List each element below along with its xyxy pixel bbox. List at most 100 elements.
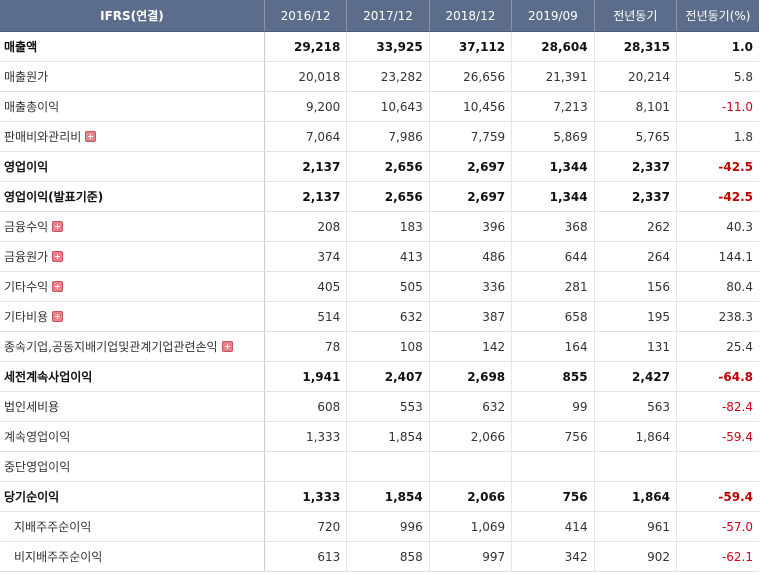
cell-prev-period-pct: 80.4 — [676, 271, 759, 302]
cell-2016-12: 514 — [264, 301, 348, 332]
cell-2019-09: 281 — [511, 271, 595, 302]
row-label: 판매비와관리비 — [4, 130, 82, 144]
cell-2017-12: 505 — [346, 271, 430, 302]
cell-prev-period: 563 — [594, 391, 678, 422]
cell-2018-12: 7,759 — [429, 121, 513, 152]
row-label: 당기순이익 — [0, 481, 265, 512]
row-label-cell: 기타비용 — [0, 301, 265, 332]
cell-prev-period-pct: -57.0 — [676, 511, 759, 542]
cell-2017-12: 996 — [346, 511, 430, 542]
cell-prev-period-pct: -42.5 — [676, 181, 759, 212]
cell-2016-12: 7,064 — [264, 121, 348, 152]
cell-2019-09 — [511, 451, 595, 482]
cell-2019-09: 756 — [511, 481, 595, 512]
cell-2017-12: 108 — [346, 331, 430, 362]
cell-2017-12: 2,407 — [346, 361, 430, 392]
row-label: 세전계속사업이익 — [0, 361, 265, 392]
cell-2018-12: 142 — [429, 331, 513, 362]
cell-prev-period: 195 — [594, 301, 678, 332]
row-other-income: 기타수익 405 505 336 281 156 80.4 — [0, 271, 759, 302]
cell-2017-12: 183 — [346, 211, 430, 242]
row-income-tax: 법인세비용 608 553 632 99 563 -82.4 — [0, 391, 759, 422]
cell-2017-12: 1,854 — [346, 481, 430, 512]
row-continuing-ops-income: 계속영업이익 1,333 1,854 2,066 756 1,864 -59.4 — [0, 421, 759, 452]
cell-2019-09: 7,213 — [511, 91, 595, 122]
cell-2017-12: 2,656 — [346, 181, 430, 212]
cell-2018-12: 2,697 — [429, 151, 513, 182]
cell-prev-period-pct: -62.1 — [676, 541, 759, 572]
cell-2017-12: 10,643 — [346, 91, 430, 122]
row-operating-profit-reported: 영업이익(발표기준) 2,137 2,656 2,697 1,344 2,337… — [0, 181, 759, 212]
expand-plus-icon[interactable] — [85, 131, 97, 142]
row-label-cell: 금융수익 — [0, 211, 265, 242]
cell-2018-12: 37,112 — [429, 31, 513, 62]
cell-2018-12: 1,069 — [429, 511, 513, 542]
row-net-income: 당기순이익 1,333 1,854 2,066 756 1,864 -59.4 — [0, 481, 759, 512]
cell-2016-12: 1,333 — [264, 421, 348, 452]
row-pretax-income: 세전계속사업이익 1,941 2,407 2,698 855 2,427 -64… — [0, 361, 759, 392]
cell-2016-12: 20,018 — [264, 61, 348, 92]
expand-plus-icon[interactable] — [52, 251, 64, 262]
expand-plus-icon[interactable] — [52, 311, 64, 322]
cell-prev-period — [594, 451, 678, 482]
cell-2018-12: 336 — [429, 271, 513, 302]
cell-prev-period: 5,765 — [594, 121, 678, 152]
cell-prev-period-pct: 144.1 — [676, 241, 759, 272]
row-label: 비지배주주순이익 — [0, 541, 265, 572]
row-label: 매출액 — [0, 31, 265, 62]
cell-prev-period: 20,214 — [594, 61, 678, 92]
row-noncontrolling-net-income: 비지배주주순이익 613 858 997 342 902 -62.1 — [0, 541, 759, 572]
cell-prev-period: 264 — [594, 241, 678, 272]
cell-prev-period-pct — [676, 451, 759, 482]
header-col-2018-12: 2018/12 — [429, 0, 513, 32]
cell-2019-09: 28,604 — [511, 31, 595, 62]
row-label-cell: 기타수익 — [0, 271, 265, 302]
cell-2016-12: 9,200 — [264, 91, 348, 122]
cell-2018-12 — [429, 451, 513, 482]
cell-2019-09: 5,869 — [511, 121, 595, 152]
cell-2017-12 — [346, 451, 430, 482]
row-label-cell: 금융원가 — [0, 241, 265, 272]
cell-prev-period-pct: -11.0 — [676, 91, 759, 122]
row-affiliate-gains: 종속기업,공동지배기업및관계기업관련손익 78 108 142 164 131 … — [0, 331, 759, 362]
cell-prev-period: 961 — [594, 511, 678, 542]
row-label: 지배주주순이익 — [0, 511, 265, 542]
cell-2019-09: 414 — [511, 511, 595, 542]
cell-2018-12: 2,066 — [429, 481, 513, 512]
cell-2018-12: 10,456 — [429, 91, 513, 122]
cell-2018-12: 396 — [429, 211, 513, 242]
row-sga-expenses: 판매비와관리비 7,064 7,986 7,759 5,869 5,765 1.… — [0, 121, 759, 152]
header-label: IFRS(연결) — [0, 0, 265, 32]
cell-prev-period-pct: 40.3 — [676, 211, 759, 242]
cell-prev-period: 131 — [594, 331, 678, 362]
cell-2019-09: 756 — [511, 421, 595, 452]
header-col-2016-12: 2016/12 — [264, 0, 348, 32]
cell-2016-12: 78 — [264, 331, 348, 362]
row-label: 금융수익 — [4, 220, 49, 234]
row-label: 매출원가 — [0, 61, 265, 92]
row-label: 법인세비용 — [0, 391, 265, 422]
cell-2018-12: 2,697 — [429, 181, 513, 212]
cell-prev-period-pct: -82.4 — [676, 391, 759, 422]
expand-plus-icon[interactable] — [52, 221, 64, 232]
row-cost-of-sales: 매출원가 20,018 23,282 26,656 21,391 20,214 … — [0, 61, 759, 92]
expand-plus-icon[interactable] — [221, 341, 233, 352]
cell-2016-12: 405 — [264, 271, 348, 302]
cell-prev-period: 1,864 — [594, 421, 678, 452]
row-label: 금융원가 — [4, 250, 49, 264]
row-label: 종속기업,공동지배기업및관계기업관련손익 — [4, 340, 218, 354]
row-label: 계속영업이익 — [0, 421, 265, 452]
row-revenue: 매출액 29,218 33,925 37,112 28,604 28,315 1… — [0, 31, 759, 62]
expand-plus-icon[interactable] — [52, 281, 64, 292]
cell-2016-12: 374 — [264, 241, 348, 272]
row-label: 기타비용 — [4, 310, 49, 324]
cell-prev-period-pct: 25.4 — [676, 331, 759, 362]
cell-2018-12: 632 — [429, 391, 513, 422]
cell-2016-12: 720 — [264, 511, 348, 542]
header-col-2017-12: 2017/12 — [346, 0, 430, 32]
row-label: 기타수익 — [4, 280, 49, 294]
cell-2019-09: 21,391 — [511, 61, 595, 92]
cell-prev-period-pct: 5.8 — [676, 61, 759, 92]
cell-2016-12: 608 — [264, 391, 348, 422]
cell-prev-period-pct: -42.5 — [676, 151, 759, 182]
